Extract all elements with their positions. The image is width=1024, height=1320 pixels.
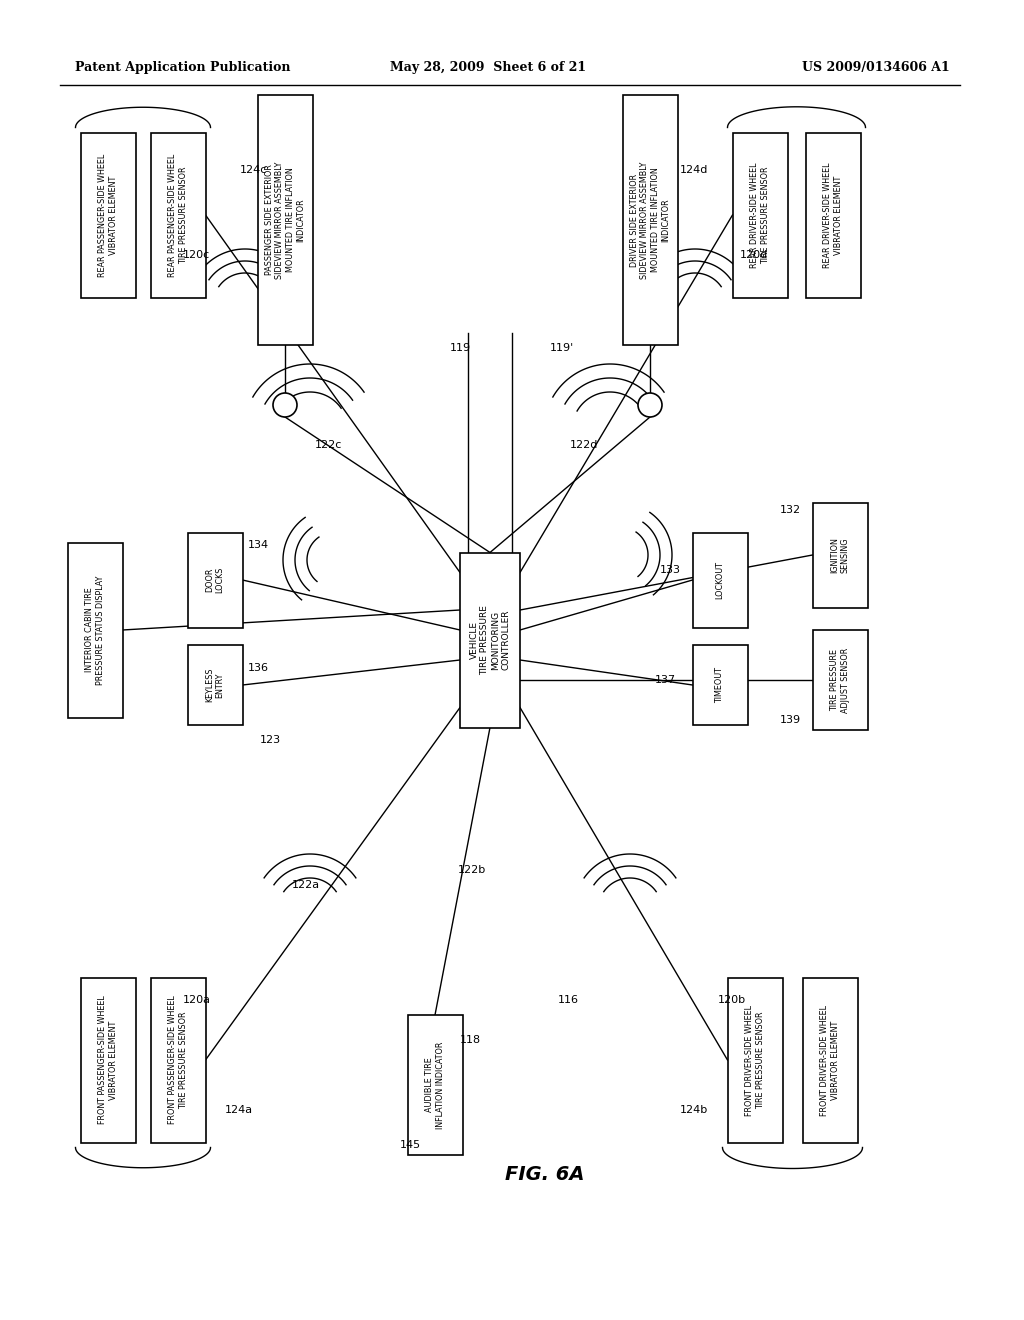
- Text: May 28, 2009  Sheet 6 of 21: May 28, 2009 Sheet 6 of 21: [390, 62, 586, 74]
- Text: TIRE PRESSURE
ADJUST SENSOR: TIRE PRESSURE ADJUST SENSOR: [830, 647, 850, 713]
- Bar: [460, 553, 520, 727]
- Text: US 2009/0134606 A1: US 2009/0134606 A1: [802, 62, 950, 74]
- Text: 118: 118: [460, 1035, 481, 1045]
- Text: REAR PASSENGER-SIDE WHEEL
VIBRATOR ELEMENT: REAR PASSENGER-SIDE WHEEL VIBRATOR ELEME…: [98, 153, 118, 277]
- Text: 134: 134: [248, 540, 269, 550]
- Text: 132: 132: [780, 506, 801, 515]
- Text: KEYLESS
ENTRY: KEYLESS ENTRY: [205, 668, 224, 702]
- Text: REAR DRIVER-SIDE WHEEL
VIBRATOR ELEMENT: REAR DRIVER-SIDE WHEEL VIBRATOR ELEMENT: [823, 162, 843, 268]
- Text: VEHICLE
TIRE PRESSURE
MONITORING
CONTROLLER: VEHICLE TIRE PRESSURE MONITORING CONTROL…: [470, 605, 510, 675]
- Text: 145: 145: [400, 1140, 421, 1150]
- Text: AUDIBLE TIRE
INFLATION INDICATOR: AUDIBLE TIRE INFLATION INDICATOR: [425, 1041, 444, 1129]
- Bar: [623, 95, 678, 345]
- Text: 124a: 124a: [225, 1105, 253, 1115]
- Text: FRONT PASSENGER-SIDE WHEEL
VIBRATOR ELEMENT: FRONT PASSENGER-SIDE WHEEL VIBRATOR ELEM…: [98, 995, 118, 1125]
- Text: 124d: 124d: [680, 165, 709, 176]
- Text: REAR DRIVER-SIDE WHEEL
TIRE PRESSURE SENSOR: REAR DRIVER-SIDE WHEEL TIRE PRESSURE SEN…: [751, 162, 770, 268]
- Text: 120c: 120c: [183, 249, 210, 260]
- Bar: [187, 532, 243, 627]
- Text: 122a: 122a: [292, 880, 321, 890]
- Bar: [81, 978, 135, 1143]
- Bar: [187, 645, 243, 725]
- Text: REAR PASSENGER-SIDE WHEEL
TIRE PRESSURE SENSOR: REAR PASSENGER-SIDE WHEEL TIRE PRESSURE …: [168, 153, 187, 277]
- Text: IGNITION
SENSING: IGNITION SENSING: [830, 537, 850, 573]
- Text: 120b: 120b: [718, 995, 746, 1005]
- Text: FIG. 6A: FIG. 6A: [505, 1166, 585, 1184]
- Bar: [806, 132, 860, 297]
- Text: LOCKOUT: LOCKOUT: [716, 561, 725, 599]
- Text: DOOR
LOCKS: DOOR LOCKS: [205, 566, 224, 593]
- Text: 119': 119': [550, 343, 574, 352]
- Text: INTERIOR CABIN TIRE
PRESSURE STATUS DISPLAY: INTERIOR CABIN TIRE PRESSURE STATUS DISP…: [85, 576, 104, 685]
- Text: 136: 136: [248, 663, 269, 673]
- Bar: [68, 543, 123, 718]
- Text: PASSENGER SIDE EXTERIOR
SIDEVIEW MIRROR ASSEMBLY
MOUNTED TIRE INFLATION
INDICATO: PASSENGER SIDE EXTERIOR SIDEVIEW MIRROR …: [265, 161, 305, 279]
- Text: FRONT DRIVER-SIDE WHEEL
TIRE PRESSURE SENSOR: FRONT DRIVER-SIDE WHEEL TIRE PRESSURE SE…: [745, 1005, 765, 1115]
- Text: 124b: 124b: [680, 1105, 709, 1115]
- Circle shape: [638, 393, 662, 417]
- Text: 133: 133: [660, 565, 681, 576]
- Text: 137: 137: [655, 675, 676, 685]
- Text: 122d: 122d: [570, 440, 598, 450]
- Bar: [803, 978, 857, 1143]
- Text: 122c: 122c: [315, 440, 342, 450]
- Bar: [151, 132, 206, 297]
- Bar: [727, 978, 782, 1143]
- Text: DRIVER SIDE EXTERIOR
SIDEVIEW MIRROR ASSEMBLY
MOUNTED TIRE INFLATION
INDICATOR: DRIVER SIDE EXTERIOR SIDEVIEW MIRROR ASS…: [630, 161, 670, 279]
- Bar: [81, 132, 135, 297]
- Text: 122b: 122b: [458, 865, 486, 875]
- Text: 124c: 124c: [240, 165, 267, 176]
- Text: 119: 119: [450, 343, 471, 352]
- Text: 123: 123: [260, 735, 282, 744]
- Text: 120a: 120a: [183, 995, 211, 1005]
- Circle shape: [273, 393, 297, 417]
- Bar: [812, 630, 867, 730]
- Bar: [408, 1015, 463, 1155]
- Text: Patent Application Publication: Patent Application Publication: [75, 62, 291, 74]
- Bar: [257, 95, 312, 345]
- Text: TIMEOUT: TIMEOUT: [716, 667, 725, 704]
- Text: 116: 116: [558, 995, 579, 1005]
- Text: FRONT DRIVER-SIDE WHEEL
VIBRATOR ELEMENT: FRONT DRIVER-SIDE WHEEL VIBRATOR ELEMENT: [820, 1005, 840, 1115]
- Bar: [692, 532, 748, 627]
- Bar: [692, 645, 748, 725]
- Bar: [732, 132, 787, 297]
- Text: 139: 139: [780, 715, 801, 725]
- Text: 120d: 120d: [740, 249, 768, 260]
- Bar: [151, 978, 206, 1143]
- Text: FRONT PASSENGER-SIDE WHEEL
TIRE PRESSURE SENSOR: FRONT PASSENGER-SIDE WHEEL TIRE PRESSURE…: [168, 995, 187, 1125]
- Bar: [812, 503, 867, 607]
